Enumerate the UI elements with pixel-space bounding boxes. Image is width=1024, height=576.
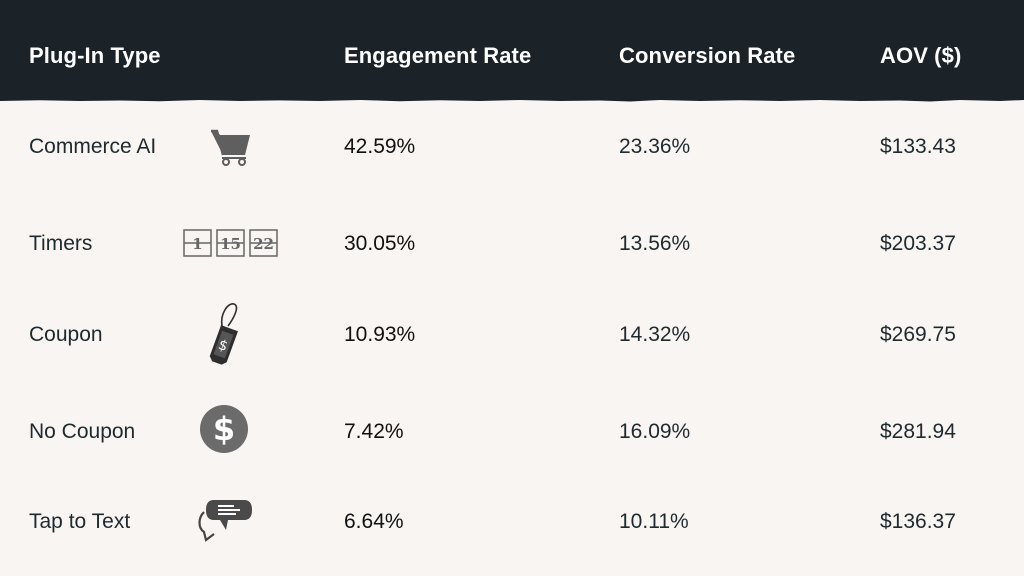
- conversion-rate: 10.11%: [619, 510, 689, 533]
- table-row: Coupon $ 10.93% 14.32% $269.75: [0, 303, 1024, 383]
- timer-digit: 1: [192, 235, 202, 253]
- conversion-rate: 23.36%: [619, 135, 691, 158]
- table-row: Commerce AI 42.59% 23.36% $133.43: [0, 129, 1024, 195]
- header-conversion-rate: Conversion Rate: [619, 43, 796, 68]
- table-header: Plug-In Type Engagement Rate Conversion …: [0, 0, 1024, 100]
- header-engagement-rate: Engagement Rate: [344, 43, 532, 68]
- svg-text:$: $: [213, 410, 235, 448]
- price-tag-icon: $: [209, 303, 238, 365]
- engagement-rate: 42.59%: [344, 135, 416, 158]
- shopping-cart-icon: [211, 129, 250, 166]
- dollar-coin-icon: $: [200, 405, 248, 453]
- plugin-name: No Coupon: [29, 420, 136, 443]
- timer-digit: 22: [253, 235, 274, 253]
- conversion-rate: 14.32%: [619, 323, 691, 346]
- aov: $281.94: [880, 420, 956, 443]
- engagement-rate: 30.05%: [344, 232, 416, 255]
- aov: $136.37: [880, 510, 956, 533]
- conversion-rate: 16.09%: [619, 420, 691, 443]
- aov: $133.43: [880, 135, 956, 158]
- engagement-rate: 7.42%: [344, 420, 404, 443]
- aov: $203.37: [880, 232, 956, 255]
- table-row: Tap to Text 6.64% 10.11% $136.37: [0, 500, 1024, 570]
- conversion-rate: 13.56%: [619, 232, 691, 255]
- countdown-timer-icon: 1 15 22: [183, 229, 278, 257]
- chat-bubble-icon: [198, 500, 252, 542]
- engagement-rate: 10.93%: [344, 323, 416, 346]
- table-row: No Coupon $ 7.42% 16.09% $281.94: [0, 405, 1024, 480]
- aov: $269.75: [880, 323, 956, 346]
- header-plugin-type: Plug-In Type: [29, 43, 161, 68]
- plugin-name: Commerce AI: [29, 135, 157, 158]
- timer-digit: 15: [220, 235, 241, 253]
- header-aov: AOV ($): [880, 43, 962, 68]
- torn-edge-divider: [0, 96, 1024, 102]
- plugin-name: Timers: [29, 232, 93, 255]
- table-row: Timers 1 15 22 30.05% 13.56% $203.37: [0, 229, 1024, 292]
- plugin-name: Tap to Text: [29, 510, 131, 533]
- plugin-name: Coupon: [29, 323, 103, 346]
- engagement-rate: 6.64%: [344, 510, 404, 533]
